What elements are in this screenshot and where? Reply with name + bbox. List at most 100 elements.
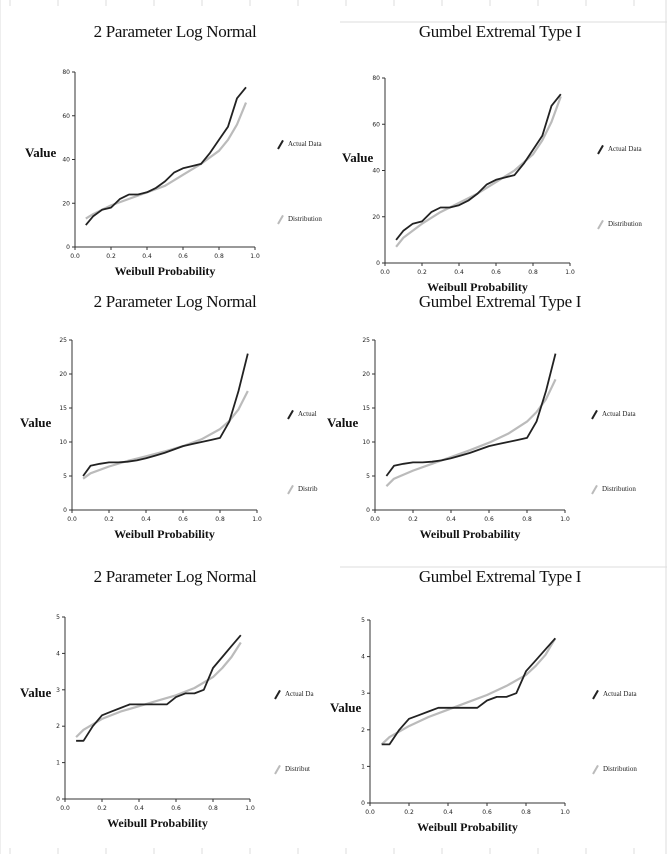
chart-title: Gumbel Extremal Type I [418,22,582,41]
y-tick-label: 0 [376,260,380,267]
plot-area: 0.0 0.2 0.4 0.6 0.8 1.0 0 20 40 60 80 [62,69,260,260]
y-tick-label: 40 [62,157,70,164]
actual-data-line [82,353,249,477]
legend-actual-label: Actual Da [285,690,314,698]
y-tick-label: 25 [362,337,370,344]
chart-panel-1: 2 Parameter Log Normal Value Weibull Proba… [15,20,335,290]
y-tick-label: 80 [372,75,380,82]
y-tick-label: 20 [62,200,70,207]
x-tick-label: 0.2 [404,809,414,816]
x-axis-label: Weibull Probability [114,527,215,541]
x-axis-label: Weibull Probability [419,527,521,541]
legend-distribution-label: Distribution [602,485,636,493]
chart-panel-4: Gumbel Extremal Type I Value Weibull Proba… [327,290,660,565]
x-tick-label: 0.2 [106,253,116,260]
legend-actual-label: Actual Data [288,140,322,148]
x-tick-label: 0.6 [491,269,501,276]
x-tick-label: 0.2 [417,269,427,276]
x-axis-label: Weibull Probability [427,280,528,294]
chart-panel-5: 2 Parameter Log Normal Value Weibull Proba… [15,565,335,840]
legend-actual-label: Actual Data [608,145,642,153]
x-tick-label: 0.0 [70,253,80,260]
actual-data-line [385,353,557,477]
x-tick-label: 0.6 [178,253,188,260]
y-tick-label: 1 [361,763,365,770]
y-tick-label: 5 [361,617,365,624]
plot-area: 0.0 0.2 0.4 0.6 0.8 1.0 0 1 2 3 4 5 [361,617,570,816]
y-tick-label: 0 [56,796,60,803]
y-tick-label: 5 [366,473,370,480]
x-tick-label: 1.0 [245,805,255,812]
x-tick-label: 1.0 [250,253,260,260]
distribution-line [75,641,242,738]
legend-actual-label: Actual Data [602,410,636,418]
x-tick-label: 0.4 [454,269,464,276]
x-axis-label: Weibull Probability [417,820,518,834]
y-tick-label: 60 [62,113,70,120]
plot-area: 0.0 0.2 0.4 0.6 0.8 1.0 0 5 10 15 20 25 [362,337,570,523]
legend-distribution-label: Distribution [608,220,642,228]
y-tick-label: 4 [56,650,60,657]
chart-panel-2: Gumbel Extremal Type I Value Weibull Proba… [340,20,660,294]
plot-area: 0.0 0.2 0.4 0.6 0.8 1.0 0 5 10 15 20 25 [59,337,262,523]
y-tick-label: 2 [56,723,60,730]
x-tick-label: 0.6 [171,805,181,812]
y-tick-label: 10 [362,439,370,446]
x-tick-label: 0.2 [408,516,418,523]
y-tick-label: 10 [59,439,67,446]
legend-distribution-label: Distribution [288,215,322,223]
x-tick-label: 0.2 [97,805,107,812]
y-tick-label: 3 [361,690,365,697]
y-tick-label: 25 [59,337,67,344]
legend-actual-label: Actual Data [603,690,637,698]
y-axis-label: Value [330,700,362,715]
x-tick-label: 0.8 [521,809,531,816]
y-axis-label: Value [25,145,57,160]
chart-title: Gumbel Extremal Type I [418,292,582,311]
chart-panel-6: Gumbel Extremal Type I Value Weibull Proba… [330,565,660,840]
chart-title: 2 Parameter Log Normal [93,567,257,586]
y-tick-label: 15 [362,405,370,412]
x-tick-label: 1.0 [252,516,262,523]
y-tick-label: 3 [56,687,60,694]
y-axis-label: Value [342,150,374,165]
chart-title: 2 Parameter Log Normal [93,22,257,41]
legend-distribution-label: Distribut [285,765,310,773]
distribution-line [380,637,557,746]
x-tick-label: 0.4 [443,809,453,816]
x-tick-label: 0.0 [67,516,77,523]
actual-data-line [76,634,242,742]
distribution-line [82,390,249,480]
legend-distribution-label: Distribution [603,765,637,773]
y-axis-label: Value [20,685,52,700]
x-tick-label: 0.6 [484,516,494,523]
y-tick-label: 1 [56,760,60,767]
y-tick-label: 4 [361,654,365,661]
x-tick-label: 0.4 [141,516,151,523]
y-tick-label: 60 [372,121,380,128]
y-tick-label: 5 [56,614,60,621]
x-tick-label: 1.0 [560,516,570,523]
chart-title: 2 Parameter Log Normal [93,292,257,311]
y-tick-label: 0 [63,507,67,514]
distribution-line [395,96,562,248]
y-axis-label: Value [20,415,52,430]
distribution-line [385,378,557,487]
y-tick-label: 40 [372,168,380,175]
x-tick-label: 1.0 [565,269,575,276]
actual-data-line [85,86,247,226]
y-tick-label: 20 [362,371,370,378]
y-tick-label: 2 [361,727,365,734]
x-tick-label: 0.2 [104,516,114,523]
x-tick-label: 0.8 [215,516,225,523]
x-tick-label: 0.6 [178,516,188,523]
actual-data-line [381,637,556,746]
y-tick-label: 5 [63,473,67,480]
x-tick-label: 0.6 [482,809,492,816]
x-axis-label: Weibull Probability [107,816,208,830]
distribution-line [85,102,248,220]
y-tick-label: 20 [372,214,380,221]
y-tick-label: 80 [62,69,70,76]
x-tick-label: 0.0 [365,809,375,816]
